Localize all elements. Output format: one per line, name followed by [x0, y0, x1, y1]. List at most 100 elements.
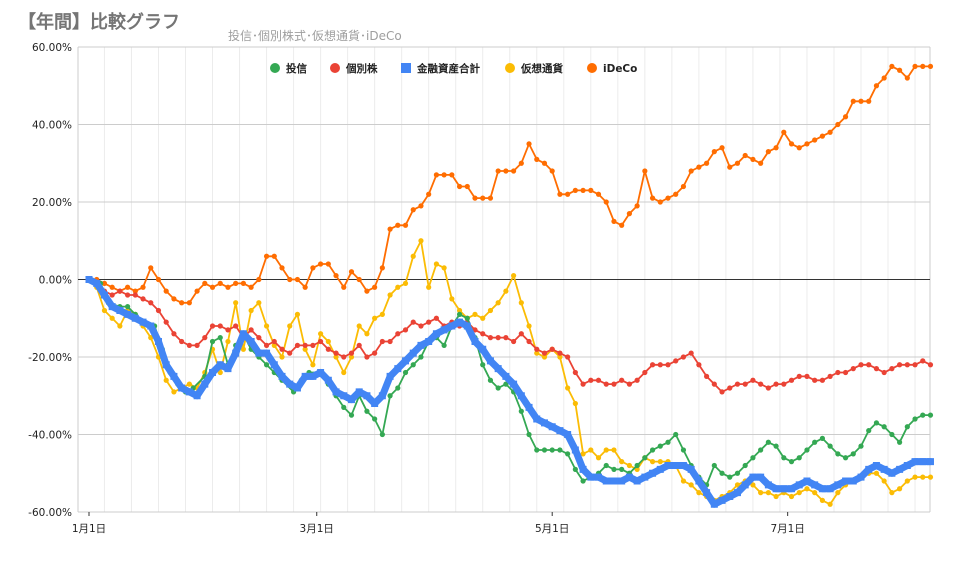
data-point: [480, 362, 486, 368]
data-point: [826, 485, 834, 493]
data-point: [750, 156, 756, 162]
data-point: [649, 195, 656, 201]
data-point: [372, 315, 378, 321]
legend-item: 個別株: [330, 62, 378, 75]
data-point: [480, 315, 486, 321]
data-point: [185, 388, 193, 396]
data-point: [456, 318, 464, 326]
data-point: [286, 380, 294, 388]
data-point: [302, 342, 308, 348]
data-point: [85, 276, 93, 283]
data-point: [193, 392, 201, 400]
data-point: [866, 428, 872, 434]
data-point: [765, 439, 771, 445]
data-point: [687, 465, 695, 473]
data-point: [426, 319, 432, 325]
data-point: [858, 362, 864, 368]
data-point: [549, 168, 555, 174]
data-point: [881, 424, 887, 430]
data-point: [534, 350, 540, 356]
data-point: [734, 482, 741, 488]
data-point: [363, 392, 371, 400]
data-point: [642, 369, 648, 376]
data-point: [649, 469, 657, 477]
data-point: [889, 63, 895, 69]
data-point: [518, 300, 524, 306]
data-point: [440, 326, 448, 334]
legend-label: 個別株: [345, 62, 378, 75]
data-point: [872, 462, 880, 469]
data-point: [487, 377, 494, 383]
data-point: [356, 276, 362, 283]
data-point: [634, 377, 640, 383]
data-point: [510, 338, 517, 345]
data-point: [186, 381, 192, 387]
data-point: [750, 377, 756, 383]
data-point: [734, 381, 741, 387]
x-tick-label: 7月1日: [770, 523, 804, 535]
data-point: [503, 168, 509, 174]
data-point: [904, 362, 910, 368]
legend-marker: [587, 63, 597, 73]
data-point: [795, 481, 803, 489]
data-point: [179, 338, 185, 345]
data-point: [773, 443, 779, 449]
data-point: [372, 416, 378, 422]
data-point: [920, 63, 926, 69]
data-point: [503, 335, 509, 341]
data-point: [332, 388, 340, 396]
data-point: [772, 485, 780, 493]
data-point: [356, 323, 362, 329]
data-point: [495, 335, 501, 341]
data-point: [402, 327, 409, 333]
data-point: [889, 366, 895, 372]
data-point: [309, 372, 317, 380]
data-point: [402, 280, 409, 286]
data-point: [812, 137, 818, 143]
data-point: [387, 338, 393, 345]
y-tick-label: 40.00%: [32, 120, 72, 132]
data-point: [742, 462, 748, 469]
data-point: [711, 462, 717, 469]
data-point: [125, 292, 131, 298]
data-point: [857, 473, 865, 481]
data-point: [920, 358, 926, 364]
data-point: [881, 369, 887, 376]
data-point: [217, 323, 223, 329]
data-point: [819, 377, 826, 383]
series-layer: [85, 63, 934, 508]
data-point: [665, 439, 671, 445]
data-point: [750, 455, 756, 461]
data-point: [325, 338, 331, 345]
data-point: [688, 168, 694, 174]
chart-title: 【年間】比較グラフ: [18, 11, 180, 33]
data-point: [741, 481, 749, 489]
data-point: [279, 265, 285, 271]
data-point: [719, 470, 725, 476]
data-point: [572, 369, 578, 376]
data-point: [727, 385, 733, 391]
legend-label: 金融資産合計: [416, 62, 480, 75]
data-point: [827, 443, 833, 449]
data-point: [263, 323, 270, 329]
data-point: [224, 365, 232, 373]
data-point: [904, 478, 910, 484]
data-point: [680, 447, 687, 453]
data-point: [873, 420, 880, 426]
data-point: [433, 315, 439, 321]
data-point: [719, 145, 725, 151]
data-point: [557, 350, 563, 356]
data-point: [426, 191, 432, 197]
data-point: [865, 465, 873, 473]
data-point: [395, 222, 401, 228]
data-point: [178, 384, 186, 392]
data-point: [781, 381, 787, 387]
data-point: [679, 462, 687, 469]
data-point: [926, 458, 934, 466]
data-point: [889, 490, 895, 496]
data-point: [287, 323, 293, 329]
data-point: [202, 280, 208, 286]
data-point: [804, 447, 810, 453]
legend-marker: [401, 63, 411, 73]
data-point: [610, 477, 618, 485]
